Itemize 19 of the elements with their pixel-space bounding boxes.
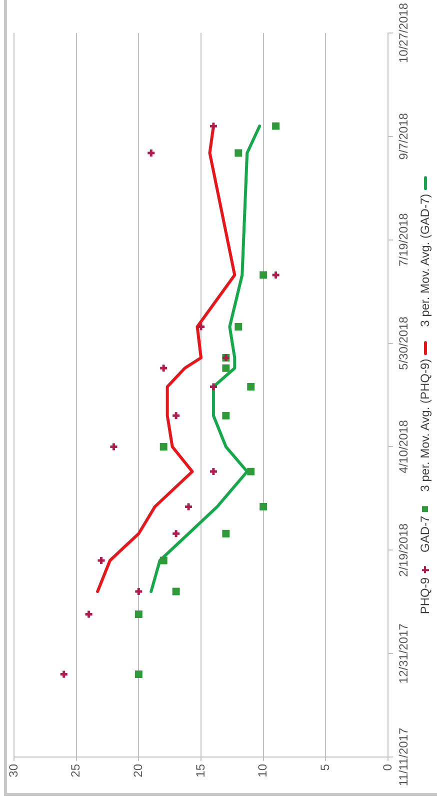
y-tick-label: 11/11/2017 [396, 728, 410, 786]
x-tick-label: 5 [318, 764, 332, 771]
x-tick-label: 15 [193, 764, 208, 778]
y-tick-label: 4/10/2018 [396, 420, 410, 474]
x-tick-label: 10 [256, 764, 270, 778]
y-tick-label: 2/19/2018 [396, 523, 410, 577]
y-tick-label: 12/31/2017 [396, 623, 410, 684]
legend-label: 3 per. Mov. Avg. (PHQ-9) [418, 358, 432, 492]
x-tick-label: 25 [68, 764, 83, 778]
legend-label: 3 per. Mov. Avg. (GAD-7) [418, 194, 432, 327]
y-tick-label: 10/27/2018 [396, 2, 410, 64]
x-tick-label: 0 [380, 764, 394, 771]
y-tick-label: 5/30/2018 [396, 316, 410, 370]
x-tick-label: 30 [6, 764, 20, 778]
y-tick-label: 9/7/2018 [396, 112, 410, 160]
legend-label: GAD-7 [418, 516, 432, 552]
legend-label: PHQ-9 [418, 577, 432, 614]
y-tick-label: 7/19/2018 [396, 212, 410, 267]
x-tick-label: 20 [130, 764, 145, 778]
